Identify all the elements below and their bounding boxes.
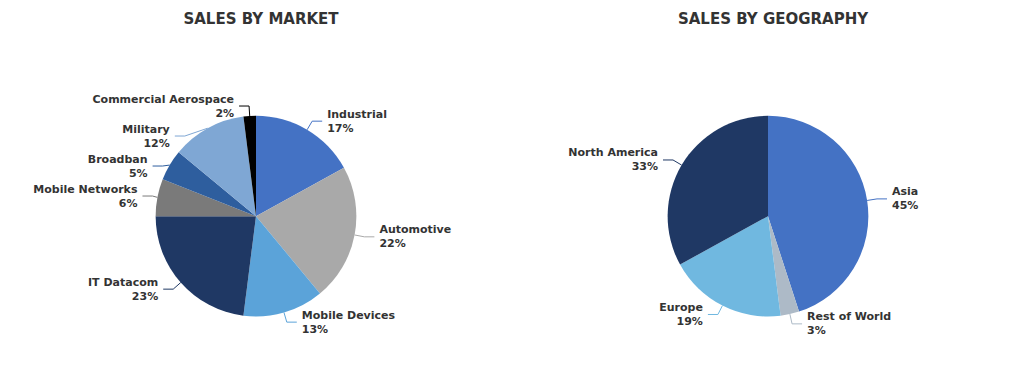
svg-text:Asia: Asia — [892, 185, 918, 198]
svg-text:13%: 13% — [302, 323, 328, 336]
svg-text:33%: 33% — [632, 160, 658, 173]
svg-text:Broadban: Broadban — [88, 153, 148, 166]
svg-text:Military: Military — [122, 123, 170, 136]
svg-text:19%: 19% — [677, 315, 703, 328]
svg-text:3%: 3% — [807, 324, 826, 337]
svg-text:Europe: Europe — [659, 301, 703, 314]
svg-text:22%: 22% — [379, 237, 405, 250]
svg-text:SALES BY GEOGRAPHY: SALES BY GEOGRAPHY — [678, 10, 869, 28]
svg-text:12%: 12% — [143, 137, 169, 150]
svg-text:Mobile Networks: Mobile Networks — [33, 183, 138, 196]
svg-text:IT Datacom: IT Datacom — [88, 276, 158, 289]
svg-text:45%: 45% — [892, 199, 918, 212]
svg-text:Mobile Devices: Mobile Devices — [302, 309, 396, 322]
svg-text:SALES BY MARKET: SALES BY MARKET — [183, 10, 339, 28]
svg-text:2%: 2% — [215, 107, 234, 120]
svg-text:Commercial Aerospace: Commercial Aerospace — [93, 93, 235, 106]
svg-text:Industrial: Industrial — [327, 108, 387, 121]
svg-text:Automotive: Automotive — [379, 223, 451, 236]
svg-text:North America: North America — [568, 146, 658, 159]
svg-text:Rest of World: Rest of World — [807, 310, 891, 323]
svg-text:6%: 6% — [119, 197, 138, 210]
svg-text:23%: 23% — [132, 290, 158, 303]
svg-text:5%: 5% — [129, 167, 148, 180]
svg-text:17%: 17% — [327, 122, 353, 135]
